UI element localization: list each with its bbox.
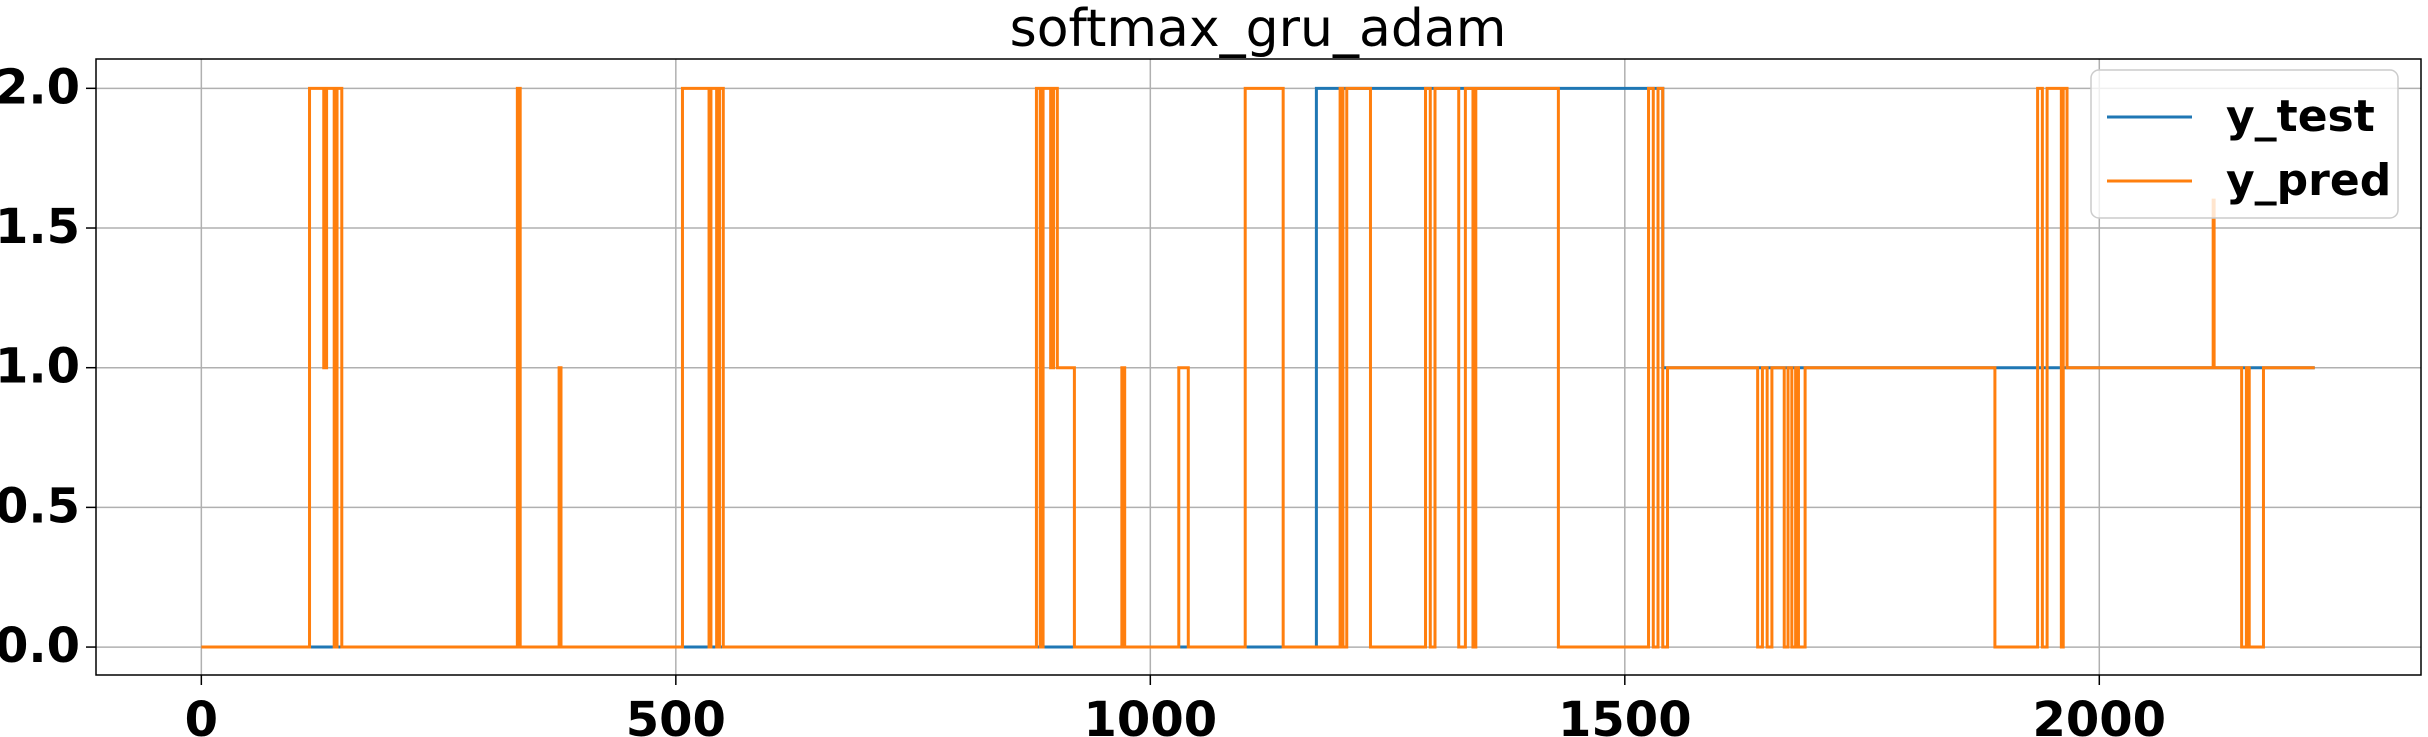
legend-label: y_test bbox=[2226, 91, 2375, 142]
data-line bbox=[201, 86, 2315, 649]
x-tick-label: 1500 bbox=[1558, 692, 1692, 737]
legend-label: y_pred bbox=[2226, 155, 2391, 206]
y-tick-label: 1.0 bbox=[0, 339, 80, 395]
x-tick-label: 1000 bbox=[1084, 692, 1218, 737]
y-tick-label: 1.5 bbox=[0, 199, 80, 255]
y-tick-label: 0.5 bbox=[0, 478, 80, 534]
x-tick-label: 500 bbox=[626, 692, 726, 737]
y-tick-label: 0.0 bbox=[0, 618, 80, 674]
y-tick-label: 2.0 bbox=[0, 59, 80, 115]
chart-title: softmax_gru_adam bbox=[1010, 0, 1507, 59]
x-tick-label: 2000 bbox=[2032, 692, 2166, 737]
plot-frame bbox=[95, 58, 2422, 676]
x-tick-label: 0 bbox=[185, 692, 218, 737]
